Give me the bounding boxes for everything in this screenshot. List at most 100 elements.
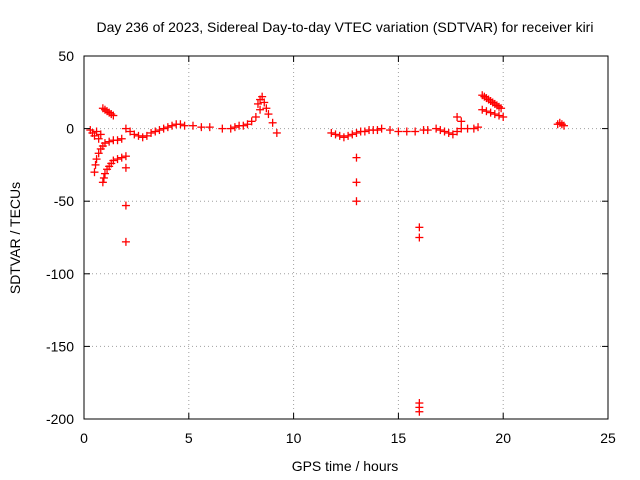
grid [84,56,608,419]
data-point [121,124,130,133]
data-point [155,126,164,135]
data-point [134,131,143,140]
data-point [386,126,395,135]
data-point [121,237,130,246]
data-point [411,127,420,136]
data-point [105,137,114,146]
data-point [402,127,411,136]
data-point [557,120,566,129]
data-point [348,130,357,139]
data-point [444,128,453,137]
data-point [91,160,100,169]
data-point [113,136,122,145]
data-point [96,130,105,139]
data-point [258,92,267,101]
data-point [559,121,568,130]
data-point [100,169,109,178]
data-point [243,120,252,129]
data-point [497,104,506,113]
data-point [163,123,172,132]
data-point [99,173,108,182]
data-point [121,163,130,172]
y-tick-label: 0 [66,121,74,137]
data-point [253,99,262,108]
data-point [256,105,265,114]
y-tick-label: -50 [54,193,74,209]
data-point [142,131,151,140]
data-point [360,127,369,136]
data-point [109,111,118,120]
data-point [130,130,139,139]
data-point [436,126,445,135]
data-point [109,156,118,165]
plot-frame [83,55,609,420]
data-point [197,123,206,132]
data-point [188,121,197,130]
x-tick-label: 0 [80,430,88,446]
data-point [457,117,466,126]
data-point [92,155,101,164]
data-point [482,107,491,116]
data-point [331,130,340,139]
data-point [262,104,271,113]
data-point [126,127,135,136]
data-point [339,133,348,142]
y-tick-label: -150 [46,338,74,354]
data-point [159,124,168,133]
data-point [260,98,269,107]
data-point [117,134,126,143]
data-point [247,117,256,126]
data-point [94,134,103,143]
data-point [373,126,382,135]
data-point [100,139,109,148]
data-points [86,91,568,416]
data-point [138,133,147,142]
x-axis-label: GPS time / hours [292,458,399,474]
data-point [415,407,424,416]
data-point [448,130,457,139]
tick-labels: 0 5 10 15 20 25 50 0 -50 -100 -150 -200 [46,48,616,446]
data-point [432,124,441,133]
y-axis-label: SDTVAR / TECUs [7,182,23,294]
data-point [251,112,260,121]
x-tick-label: 10 [286,430,302,446]
data-point [352,128,361,137]
data-point [478,105,487,114]
data-point [90,168,99,177]
chart-title: Day 236 of 2023, Sidereal Day-to-day VTE… [97,19,594,35]
data-point [121,201,130,210]
data-point [486,108,495,117]
data-point [394,127,403,136]
data-point [469,124,478,133]
data-point [327,128,336,137]
y-tick-label: 50 [58,48,74,64]
data-point [168,121,177,130]
data-point [264,110,273,119]
data-point [205,123,214,132]
data-point [268,118,277,127]
axis-ticks [83,55,609,420]
data-point [113,155,122,164]
data-point [94,149,103,158]
data-point [92,127,101,136]
data-point [147,128,156,137]
data-point [230,123,239,132]
data-point [272,128,281,137]
data-point [344,131,353,140]
data-point [499,112,508,121]
data-point [90,131,99,140]
data-point [440,127,449,136]
data-point [117,153,126,162]
data-point [495,111,504,120]
data-point [352,197,361,206]
data-point [98,178,107,187]
x-tick-label: 5 [185,430,193,446]
y-tick-label: -100 [46,266,74,282]
x-tick-label: 20 [495,430,511,446]
data-point [180,121,189,130]
data-point [352,178,361,187]
data-point [415,223,424,232]
data-point [121,152,130,161]
data-point [352,153,361,162]
data-point [415,233,424,242]
